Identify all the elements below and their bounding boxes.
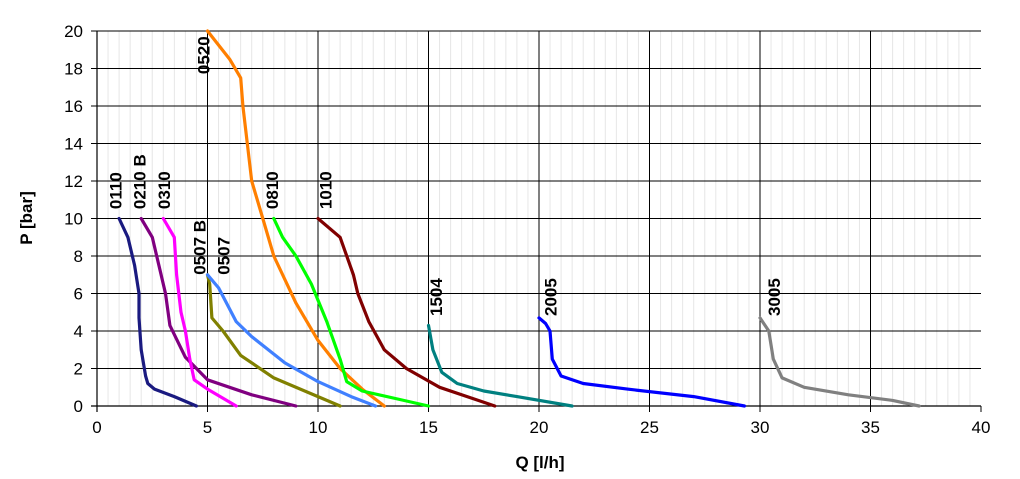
y-tick-label: 2 <box>74 360 83 379</box>
y-tick-label: 4 <box>74 322 83 341</box>
series-line-1504 <box>426 323 574 408</box>
series-labels: 0110 0210 B 0310 0507 B 0507 0520 0810 1010 1504… <box>106 36 784 316</box>
x-tick-label: 40 <box>972 418 991 437</box>
axes <box>91 30 982 412</box>
y-tick-label: 0 <box>74 397 83 416</box>
series-label-0520: 0520 <box>195 36 214 74</box>
series-label-0210-b: 0210 B <box>131 154 150 209</box>
x-tick-labels: 0 5 10 15 20 25 30 35 40 <box>92 418 990 437</box>
series-line-1010 <box>316 216 497 408</box>
x-tick-label: 10 <box>309 418 328 437</box>
series-label-2005: 2005 <box>542 278 561 316</box>
x-tick-label: 20 <box>530 418 549 437</box>
series-label-0310: 0310 <box>155 171 174 209</box>
series-line-0507-b <box>205 273 342 408</box>
y-tick-label: 18 <box>64 60 83 79</box>
series-label-0507-b: 0507 B <box>190 220 209 275</box>
series-line-0507 <box>205 273 378 408</box>
y-tick-labels: 0 2 4 6 8 10 12 14 16 18 20 <box>64 22 83 416</box>
series-line-3005 <box>758 316 921 408</box>
x-tick-label: 5 <box>203 418 212 437</box>
y-tick-label: 12 <box>64 172 83 191</box>
y-tick-label: 10 <box>64 210 83 229</box>
y-tick-label: 14 <box>64 135 83 154</box>
series-label-0507: 0507 <box>215 237 234 275</box>
x-tick-label: 25 <box>640 418 659 437</box>
series-label-0110: 0110 <box>106 172 125 209</box>
series-label-1010: 1010 <box>316 171 335 209</box>
x-tick-label: 35 <box>861 418 880 437</box>
x-axis-title: Q [l/h] <box>515 453 564 472</box>
x-tick-label: 30 <box>751 418 770 437</box>
series-line-0110 <box>117 216 198 408</box>
y-tick-label: 16 <box>64 97 83 116</box>
series-line-0810 <box>272 216 431 408</box>
y-tick-label: 8 <box>74 247 83 266</box>
series-lines <box>117 29 921 408</box>
series-label-0810: 0810 <box>263 171 282 209</box>
x-tick-label: 15 <box>419 418 438 437</box>
series-label-1504: 1504 <box>427 278 446 316</box>
y-tick-label: 20 <box>64 22 83 41</box>
series-line-0210-b <box>139 216 298 408</box>
y-axis-title: P [bar] <box>17 191 36 245</box>
series-line-0310 <box>161 216 238 408</box>
series-label-3005: 3005 <box>765 278 784 316</box>
series-line-0520 <box>205 29 386 408</box>
x-tick-label: 0 <box>92 418 101 437</box>
y-tick-label: 6 <box>74 285 83 304</box>
series-line-2005 <box>537 316 747 408</box>
